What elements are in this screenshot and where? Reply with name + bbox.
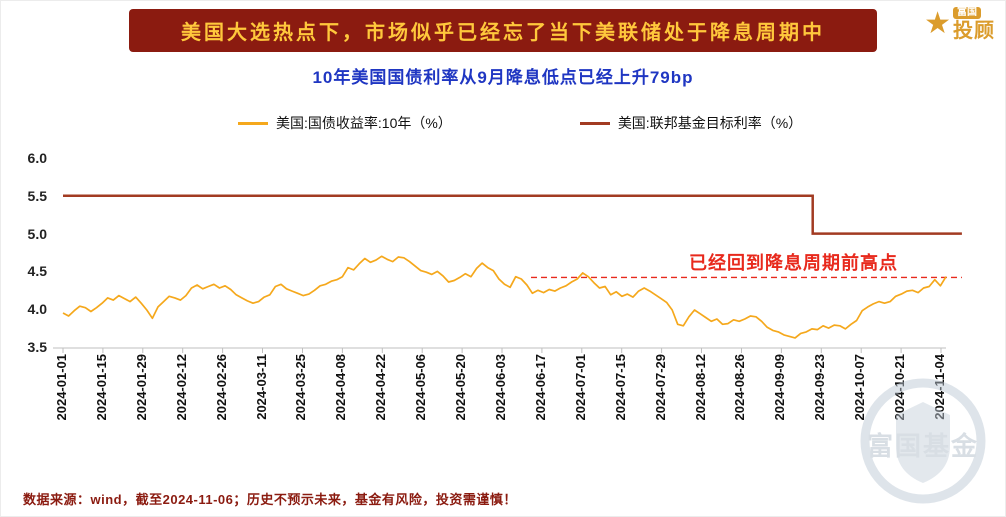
- x-axis-label: 2024-07-01: [572, 354, 588, 421]
- x-axis-label: 2024-01-29: [133, 354, 149, 421]
- x-axis-label: 2024-03-11: [253, 354, 269, 420]
- x-axis-label: 2024-08-26: [732, 354, 748, 421]
- legend-label-treasury: 美国:国债收益率:10年（%）: [276, 115, 452, 131]
- y-axis-label: 6.0: [27, 150, 47, 166]
- x-axis-label: 2024-04-22: [373, 354, 389, 421]
- x-axis-label: 2024-05-06: [413, 354, 429, 421]
- x-axis-label: 2024-10-21: [892, 354, 908, 421]
- x-axis-label: 2024-02-12: [173, 354, 189, 421]
- x-axis-label: 2024-07-29: [652, 354, 668, 421]
- x-axis-label: 2024-09-23: [812, 354, 828, 421]
- y-axis-label: 5.5: [27, 187, 47, 204]
- legend-label-fed-funds: 美国:联邦基金目标利率（%）: [617, 115, 803, 131]
- x-axis-label: 2024-01-15: [93, 354, 109, 421]
- star-icon: ★: [924, 7, 951, 40]
- x-axis-label: 2024-03-25: [293, 354, 309, 421]
- brand-logo: ★ 富国 投顾: [924, 7, 995, 41]
- legend-item-treasury-10y: 美国:国债收益率:10年（%）: [238, 113, 452, 133]
- footer-disclaimer: 数据来源：wind，截至2024-11-06；历史不预示未来，基金有风险，投资需…: [23, 492, 517, 507]
- brand-name: 投顾: [953, 20, 995, 42]
- legend-line-fed-funds-icon: [579, 121, 610, 125]
- y-axis-label: 4.5: [27, 263, 47, 280]
- x-axis-label: 2024-08-12: [692, 354, 708, 421]
- legend: 美国:国债收益率:10年（%） 美国:联邦基金目标利率（%）: [1, 113, 1005, 133]
- x-axis-label: 2024-10-07: [852, 354, 868, 421]
- x-axis-label: 2024-11-04: [932, 354, 947, 420]
- x-axis-label: 2024-06-03: [493, 354, 508, 421]
- annotation-label: 已经回到降息周期前高点: [689, 253, 898, 273]
- legend-item-fed-funds: 美国:联邦基金目标利率（%）: [579, 113, 803, 133]
- brand-badge: 富国: [953, 7, 981, 19]
- x-axis-label: 2024-01-01: [54, 354, 69, 421]
- x-axis-label: 2024-04-08: [333, 354, 349, 421]
- x-axis-label: 2024-07-15: [612, 354, 628, 421]
- chart-title: 10年美国国债利率从9月降息低点已经上升79bp: [312, 68, 694, 87]
- page-title-banner: 美国大选热点下，市场似乎已经忘了当下美联储处于降息周期中: [129, 9, 877, 52]
- x-axis-label: 2024-05-20: [453, 354, 469, 421]
- y-axis-label: 5.0: [27, 225, 47, 242]
- x-axis-label: 2024-06-17: [532, 354, 548, 421]
- brand-text: 富国 投顾: [953, 7, 995, 41]
- y-axis-label: 3.5: [27, 339, 47, 355]
- x-axis-label: 2024-09-09: [772, 354, 788, 421]
- x-axis-label: 2024-02-26: [213, 354, 229, 421]
- legend-line-treasury-icon: [238, 121, 268, 125]
- y-axis-label: 4.0: [27, 301, 47, 318]
- page-title: 美国大选热点下，市场似乎已经忘了当下美联储处于降息周期中: [181, 22, 825, 44]
